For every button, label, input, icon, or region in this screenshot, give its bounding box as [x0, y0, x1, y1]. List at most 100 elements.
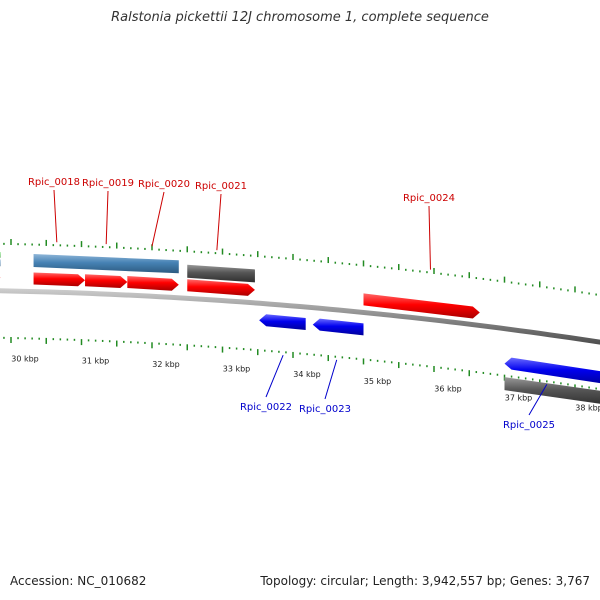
gene-label: Rpic_0020: [138, 179, 190, 190]
tick-mark-top: [17, 243, 19, 246]
tick-mark-bottom: [383, 360, 386, 363]
tick-mark-top: [461, 275, 463, 278]
accession-text: Accession: NC_010682: [10, 574, 147, 588]
scale-label: 36 kbp: [434, 385, 462, 394]
tick-mark-bottom: [151, 342, 153, 349]
gene-label: Rpic_0022: [240, 402, 292, 413]
tick-mark-bottom: [489, 372, 492, 375]
tick-mark-top: [144, 247, 146, 250]
tick-mark-top: [94, 245, 97, 248]
tick-mark-top: [560, 288, 562, 291]
leader-line: [105, 190, 109, 245]
leader-line: [151, 191, 165, 247]
tick-mark-bottom: [524, 377, 527, 380]
tick-mark-top: [123, 246, 125, 249]
rpic-0024-gene-arrow: [363, 293, 480, 319]
tick-mark-top: [390, 267, 393, 270]
tick-mark-top: [116, 242, 118, 249]
tick-mark-bottom: [348, 357, 351, 360]
tick-mark-bottom: [313, 353, 315, 356]
tick-mark-top: [271, 256, 273, 259]
tick-mark-top: [341, 262, 344, 265]
tick-mark-bottom: [59, 338, 62, 341]
tick-mark-bottom: [87, 339, 90, 342]
tick-mark-top: [412, 269, 414, 272]
tick-mark-top: [179, 249, 181, 252]
gene-labels-layer: Rpic_0018 Rpic_0019 Rpic_0020 Rpic_0021 Rpic…: [28, 177, 555, 431]
tick-mark-top: [52, 244, 55, 247]
gene-label: Rpic_0024: [403, 193, 455, 204]
tick-mark-bottom: [369, 359, 372, 362]
tick-mark-top: [24, 243, 26, 246]
tick-mark-bottom: [221, 346, 224, 353]
tick-mark-top: [376, 265, 379, 268]
tick-mark-top: [101, 245, 104, 248]
tick-mark-top: [433, 267, 435, 274]
tick-mark-bottom: [144, 341, 146, 344]
rna-feature: [33, 254, 179, 274]
tick-mark-top: [228, 253, 231, 256]
rpic-0021-gene-arrow: [187, 279, 255, 296]
tick-mark-bottom: [235, 347, 238, 350]
tick-mark-top: [489, 278, 492, 281]
tick-mark-top: [66, 244, 69, 247]
tick-mark-top: [355, 263, 358, 266]
tick-mark-bottom: [405, 362, 407, 365]
tick-mark-top: [221, 248, 224, 255]
tick-mark-bottom: [461, 369, 463, 372]
tick-mark-top: [278, 256, 280, 259]
tick-mark-bottom: [454, 368, 456, 371]
scale-label: 35 kbp: [364, 377, 392, 386]
tick-mark-bottom: [200, 345, 203, 348]
tick-mark-top: [137, 247, 139, 250]
tick-mark-top: [38, 243, 40, 246]
tick-mark-bottom: [426, 365, 428, 368]
tick-mark-top: [496, 279, 499, 282]
tick-mark-top: [539, 281, 541, 288]
leader-line: [324, 359, 338, 400]
tick-mark-top: [553, 287, 555, 290]
tick-mark-bottom: [257, 349, 259, 356]
tick-mark-top: [447, 273, 449, 276]
tick-mark-bottom: [285, 351, 287, 354]
tick-mark-bottom: [567, 383, 569, 386]
tick-mark-top: [398, 264, 400, 271]
tick-mark-bottom: [588, 386, 590, 389]
rpic-0019-gene-arrow: [85, 274, 128, 289]
leader-line: [265, 354, 284, 398]
tick-mark-bottom: [553, 381, 555, 384]
tick-mark-bottom: [108, 340, 111, 343]
tick-mark-top: [59, 244, 62, 247]
tick-mark-top: [405, 268, 407, 271]
tick-mark-bottom: [80, 339, 83, 346]
tick-mark-bottom: [45, 337, 47, 344]
tick-mark-bottom: [165, 343, 167, 346]
scale-label: 31 kbp: [82, 357, 110, 366]
scale-labels-layer: 30 kbp 31 kbp 32 kbp 33 kbp 34 kbp 35 kbp 36 k…: [11, 354, 600, 412]
tick-mark-top: [567, 289, 569, 292]
tick-mark-bottom: [327, 355, 329, 362]
tick-mark-bottom: [412, 363, 414, 366]
tick-mark-top: [207, 251, 210, 254]
tick-mark-bottom: [376, 359, 379, 362]
rpic-0018-gene-arrow: [33, 272, 86, 287]
tick-mark-bottom: [334, 355, 337, 358]
tick-mark-top: [31, 243, 33, 246]
tick-mark-top: [327, 257, 329, 264]
tick-mark-bottom: [299, 352, 301, 355]
tick-mark-bottom: [517, 376, 520, 379]
tick-mark-top: [503, 276, 506, 283]
tick-mark-bottom: [10, 337, 12, 343]
tick-mark-top: [73, 244, 76, 247]
tick-mark-top: [517, 282, 520, 285]
tick-mark-bottom: [355, 357, 358, 360]
tick-mark-top: [151, 244, 153, 251]
tick-mark-top: [313, 259, 315, 262]
tick-mark-bottom: [468, 370, 470, 377]
tick-mark-bottom: [546, 380, 548, 383]
backbone-layer: [0, 288, 600, 345]
tick-mark-bottom: [101, 339, 104, 342]
tick-mark-bottom: [433, 365, 435, 372]
tick-mark-top: [426, 271, 428, 274]
